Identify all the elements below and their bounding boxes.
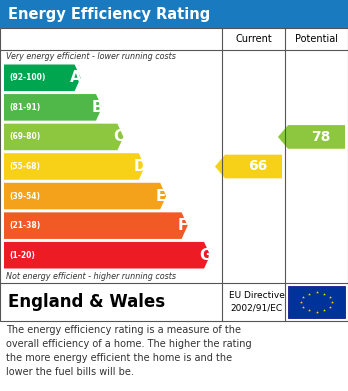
Text: (39-54): (39-54) bbox=[9, 192, 40, 201]
Text: 66: 66 bbox=[248, 160, 267, 174]
Text: (55-68): (55-68) bbox=[9, 162, 40, 171]
Text: Very energy efficient - lower running costs: Very energy efficient - lower running co… bbox=[6, 52, 176, 61]
Text: G: G bbox=[199, 248, 211, 263]
Text: (69-80): (69-80) bbox=[9, 133, 40, 142]
Polygon shape bbox=[4, 124, 124, 150]
Polygon shape bbox=[278, 125, 345, 149]
Text: (81-91): (81-91) bbox=[9, 103, 40, 112]
Text: 78: 78 bbox=[311, 130, 330, 144]
Text: (92-100): (92-100) bbox=[9, 73, 45, 82]
Text: E: E bbox=[156, 188, 166, 204]
Text: Potential: Potential bbox=[295, 34, 338, 44]
Polygon shape bbox=[4, 153, 145, 180]
Polygon shape bbox=[4, 212, 188, 239]
Polygon shape bbox=[4, 242, 210, 269]
Text: (1-20): (1-20) bbox=[9, 251, 35, 260]
Bar bbox=[288, 286, 345, 318]
Text: Not energy efficient - higher running costs: Not energy efficient - higher running co… bbox=[6, 272, 176, 281]
Text: (21-38): (21-38) bbox=[9, 221, 40, 230]
Text: EU Directive
2002/91/EC: EU Directive 2002/91/EC bbox=[229, 291, 284, 313]
Polygon shape bbox=[4, 183, 166, 209]
Polygon shape bbox=[4, 65, 81, 91]
Text: Energy Efficiency Rating: Energy Efficiency Rating bbox=[8, 7, 210, 22]
Text: B: B bbox=[91, 100, 103, 115]
Bar bbox=[0, 28, 348, 321]
Text: The energy efficiency rating is a measure of the
overall efficiency of a home. T: The energy efficiency rating is a measur… bbox=[6, 325, 252, 377]
Text: England & Wales: England & Wales bbox=[8, 293, 165, 311]
Text: D: D bbox=[134, 159, 146, 174]
Text: A: A bbox=[70, 70, 81, 85]
Text: Current: Current bbox=[235, 34, 272, 44]
Text: F: F bbox=[177, 218, 188, 233]
Polygon shape bbox=[4, 94, 102, 121]
Bar bbox=[0, 0, 348, 28]
Text: C: C bbox=[113, 129, 124, 144]
Polygon shape bbox=[215, 155, 282, 178]
